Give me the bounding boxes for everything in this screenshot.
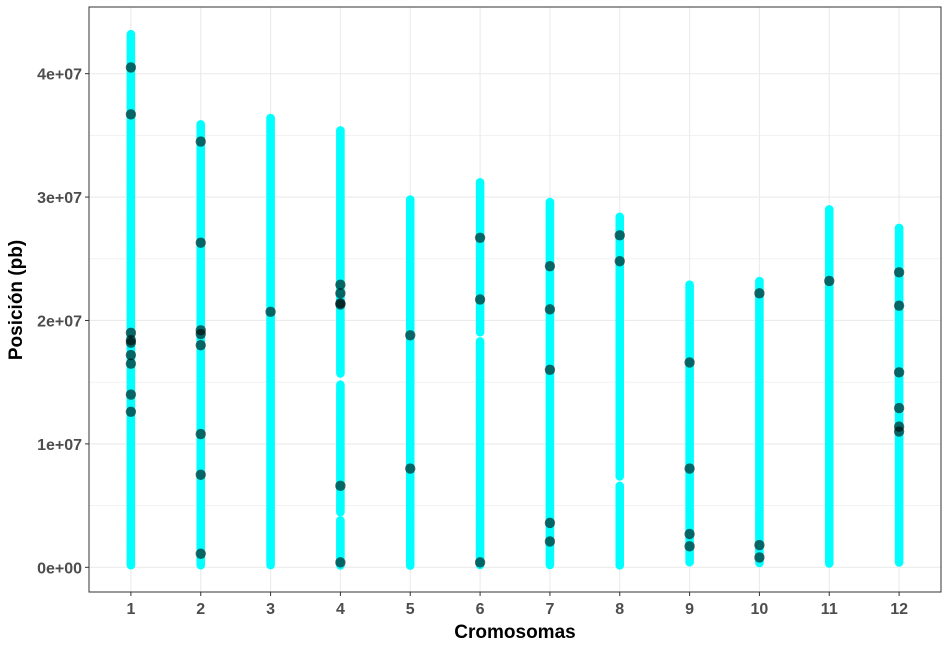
data-points [125,29,905,570]
highlighted-point [893,267,905,278]
highlighted-point [893,300,905,311]
x-tick-label: 5 [406,601,415,618]
y-tick-label: 4e+07 [37,67,82,84]
x-tick-label: 4 [336,601,345,618]
marker-point [615,472,625,481]
highlighted-point [684,541,695,552]
highlighted-point [405,463,416,474]
marker-point [196,560,206,570]
marker-point [266,560,275,570]
highlighted-point [125,349,137,361]
y-tick-label: 3e+07 [37,190,82,207]
y-axis: 0e+00 1e+07 2e+07 3e+07 4e+07 [37,67,89,577]
highlighted-point [893,367,905,378]
highlighted-point [754,539,765,551]
highlighted-point [335,279,346,290]
x-tick-label: 3 [266,601,275,618]
highlighted-point [893,402,905,414]
highlighted-point [544,260,556,272]
highlighted-point [405,330,416,341]
y-tick-label: 1e+07 [37,437,82,454]
y-axis-title: Posición (pb) [6,240,27,360]
highlighted-point [754,288,765,299]
highlighted-point [684,528,695,540]
highlighted-point [614,230,625,241]
marker-point [685,557,694,567]
highlighted-point [195,237,206,248]
highlighted-point [335,288,346,299]
x-tick-label: 11 [821,601,838,618]
highlighted-point [544,364,556,376]
x-tick-label: 12 [890,601,908,618]
highlighted-point [544,536,556,547]
highlighted-point [125,62,137,73]
marker-point [545,560,555,570]
marker-point [336,369,345,378]
highlighted-point [544,304,556,315]
highlighted-point [125,337,137,348]
x-axis-title: Cromosomas [454,622,575,643]
x-tick-label: 8 [615,601,624,618]
highlighted-point [614,256,625,267]
marker-point [336,507,345,517]
marker-point [475,327,485,337]
x-tick-label: 6 [476,601,485,618]
highlighted-point [684,357,695,368]
highlighted-point [125,389,137,400]
x-tick-label: 2 [196,601,205,618]
x-tick-label: 9 [685,601,694,618]
highlighted-point [684,463,695,474]
highlighted-point [125,406,137,418]
highlighted-point [824,275,835,287]
highlighted-point [474,294,486,305]
highlighted-point [265,306,276,318]
highlighted-point [195,469,206,480]
marker-point [894,558,904,567]
x-tick-label: 1 [126,601,135,618]
marker-point [126,560,136,570]
highlighted-point [474,557,486,568]
highlighted-point [754,552,765,563]
highlighted-point [893,426,905,437]
highlighted-point [195,136,206,147]
y-tick-label: 2e+07 [37,313,82,330]
highlighted-point [195,339,206,351]
x-axis: 1 2 3 4 5 6 7 8 9 10 11 12 [126,592,908,618]
highlighted-point [474,232,486,243]
y-tick-label: 0e+00 [37,560,82,577]
highlighted-point [195,428,206,440]
highlighted-point [125,327,137,339]
x-tick-label: 10 [751,601,769,618]
highlighted-point [125,109,137,120]
highlighted-point [125,358,137,369]
marker-point [615,561,625,570]
highlighted-point [335,557,346,568]
marker-point [405,561,415,570]
highlighted-point [195,548,206,559]
marker-point [824,559,834,568]
highlighted-point [335,299,346,310]
x-tick-label: 7 [545,601,554,618]
highlighted-point [544,517,556,529]
panel-border [88,6,942,593]
highlighted-point [195,328,206,340]
highlighted-point [335,480,346,492]
